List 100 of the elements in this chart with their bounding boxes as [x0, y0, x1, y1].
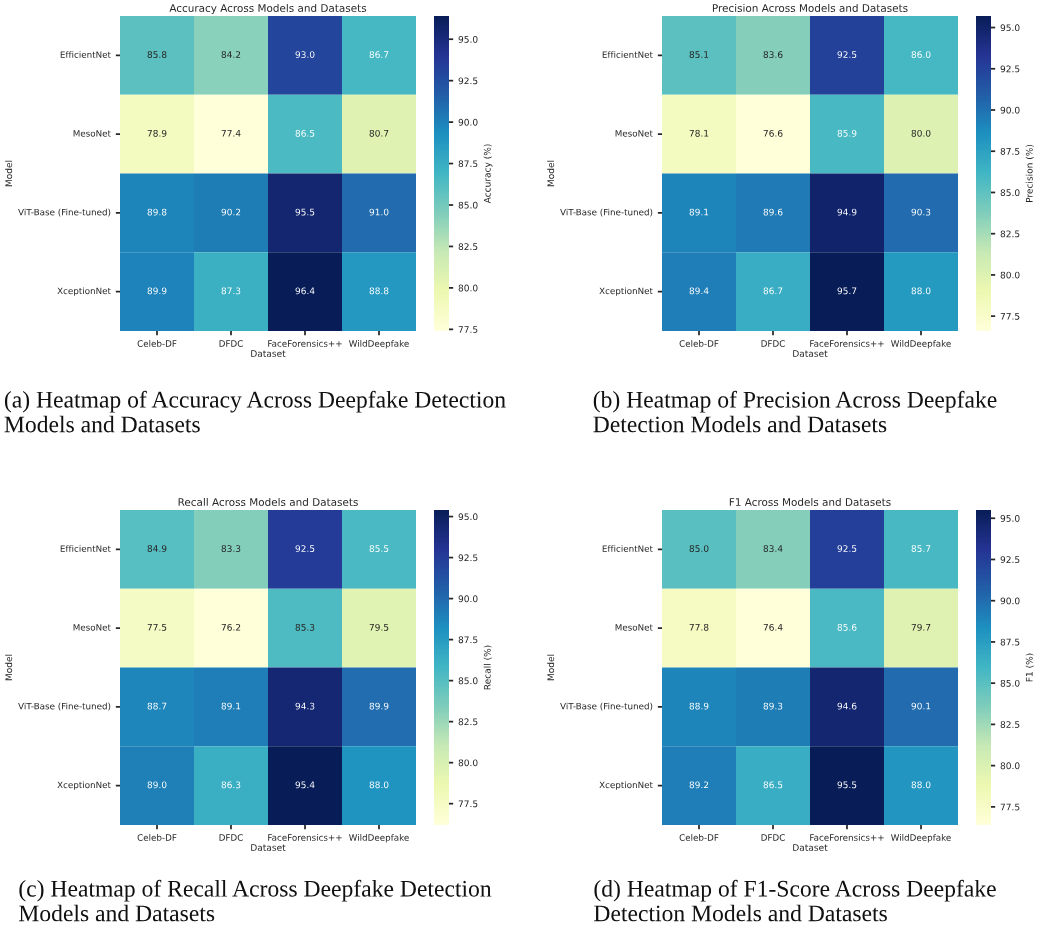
data-label: 85.3	[295, 623, 315, 631]
data-label: 89.4	[689, 287, 709, 295]
data-label: 86.5	[295, 129, 315, 137]
y-tick-label: XceptionNet	[599, 781, 653, 790]
x-tick-label: FaceForensics++	[810, 834, 884, 841]
y-tick-label: XceptionNet	[57, 287, 111, 296]
x-axis-title: Dataset	[793, 350, 828, 357]
data-label: 90.2	[221, 208, 241, 216]
data-label: 95.5	[837, 781, 857, 789]
data-label: 83.3	[221, 545, 241, 552]
color-bar-label: 95.0	[458, 35, 478, 43]
data-label: 77.4	[221, 130, 241, 137]
color-bar-label: 82.5	[1000, 230, 1020, 238]
color-bar-label: 80.0	[458, 284, 478, 292]
y-tick-label: EfficientNet	[60, 545, 111, 552]
data-label: 85.7	[911, 545, 931, 552]
y-tick-label: MesoNet	[73, 130, 111, 137]
x-tick-label: Celeb-DF	[137, 834, 177, 841]
text: (d) Heatmap of F1-Score Across Deepfake Detection Models and Datasets	[594, 879, 996, 922]
chart-title: F1 Across Models and Datasets	[729, 497, 891, 506]
x-tick-label: Celeb-DF	[679, 834, 719, 841]
data-label: 89.8	[147, 208, 167, 216]
color-bar-label: 80.0	[458, 759, 478, 767]
data-label: 96.4	[295, 287, 315, 295]
data-label: 94.3	[295, 702, 315, 710]
x-axis-title: Dataset	[251, 350, 286, 357]
data-label: 84.9	[147, 545, 167, 552]
x-tick-label: FaceForensics++	[810, 340, 884, 347]
data-label: 94.9	[837, 208, 857, 216]
x-axis-title: Dataset	[793, 844, 828, 851]
y-axis-title: Model	[5, 654, 13, 681]
data-label: 88.0	[369, 781, 389, 789]
color-bar-label: 95.0	[458, 513, 478, 521]
data-label: 80.7	[369, 129, 389, 137]
data-label: 79.5	[369, 623, 389, 631]
x-tick-label: WildDeepfake	[891, 340, 951, 349]
color-bar-label: 90.0	[1000, 106, 1020, 114]
color-bar-label: 82.5	[1000, 721, 1020, 728]
data-label: 92.5	[837, 51, 857, 58]
data-label: 95.7	[837, 287, 857, 295]
data-label: 85.8	[147, 51, 167, 58]
data-label: 92.5	[295, 545, 315, 552]
data-label: 83.4	[763, 545, 783, 552]
color-bar-label: 92.5	[1000, 65, 1020, 73]
data-label: 88.0	[911, 781, 931, 789]
y-tick-label: XceptionNet	[599, 287, 653, 296]
data-label: 89.2	[689, 781, 709, 789]
color-bar-label: 80.0	[1000, 762, 1020, 770]
color-bar-label: 85.0	[1000, 679, 1020, 687]
data-label: 80.0	[911, 129, 931, 137]
data-label: 84.2	[221, 51, 241, 58]
chart-title: Recall Across Models and Datasets	[178, 497, 358, 506]
y-tick-label: EfficientNet	[602, 51, 653, 58]
data-label: 94.6	[837, 702, 857, 710]
text: (c) Heatmap of Recall Across Deepfake Detection Models and Datasets	[19, 879, 492, 922]
data-label: 88.0	[911, 287, 931, 295]
color-bar-label: 77.5	[1000, 803, 1020, 811]
color-bar-label: 85.0	[458, 201, 478, 209]
text: (b) Heatmap of Precision Across Deepfake Detection Models and Datasets	[593, 390, 997, 433]
data-label: 90.1	[911, 702, 931, 710]
data-label: 85.6	[837, 623, 857, 631]
data-label: 78.1	[689, 129, 709, 137]
color-bar-label: 80.0	[1000, 271, 1020, 279]
y-tick-label: EfficientNet	[602, 545, 653, 552]
data-label: 83.6	[763, 51, 783, 58]
y-tick-label: XceptionNet	[57, 781, 111, 790]
data-label: 87.3	[221, 287, 241, 295]
color-bar-label: 77.5	[458, 800, 478, 808]
color-bar-label: 92.5	[458, 554, 478, 562]
y-tick-label: MesoNet	[615, 130, 653, 137]
color-bar-title: Precision (%)	[1025, 144, 1034, 202]
data-label: 76.2	[221, 623, 241, 631]
data-label: 90.3	[911, 208, 931, 216]
color-bar-label: 90.0	[458, 595, 478, 603]
data-label: 95.5	[295, 208, 315, 216]
data-label: 89.1	[689, 208, 709, 216]
data-label: 79.7	[911, 623, 931, 631]
data-label: 95.4	[295, 781, 315, 789]
data-label: 86.7	[369, 51, 389, 58]
color-bar-label: 87.5	[1000, 638, 1020, 646]
data-label: 85.5	[369, 545, 389, 552]
y-tick-label: ViT-Base (Fine-tuned)	[18, 208, 111, 217]
chart-title: Precision Across Models and Datasets	[712, 3, 908, 12]
data-label: 89.1	[221, 702, 241, 710]
x-tick-label: WildDeepfake	[891, 834, 951, 843]
y-tick-label: ViT-Base (Fine-tuned)	[560, 702, 653, 711]
color-bar-label: 82.5	[458, 243, 478, 251]
color-bar-title: Recall (%)	[483, 645, 492, 690]
y-tick-label: EfficientNet	[60, 51, 111, 58]
x-tick-label: Celeb-DF	[137, 340, 177, 347]
color-bar-label: 77.5	[458, 326, 478, 333]
x-tick-label: DFDC	[761, 340, 785, 347]
data-label: 88.8	[369, 287, 389, 295]
x-tick-label: WildDeepfake	[349, 834, 409, 843]
data-label: 88.9	[689, 702, 709, 710]
y-tick-label: MesoNet	[73, 624, 111, 631]
color-bar-label: 85.0	[1000, 189, 1020, 197]
y-axis-title: Model	[547, 654, 555, 681]
data-label: 77.8	[689, 623, 709, 631]
color-bar-label: 87.5	[458, 160, 478, 168]
